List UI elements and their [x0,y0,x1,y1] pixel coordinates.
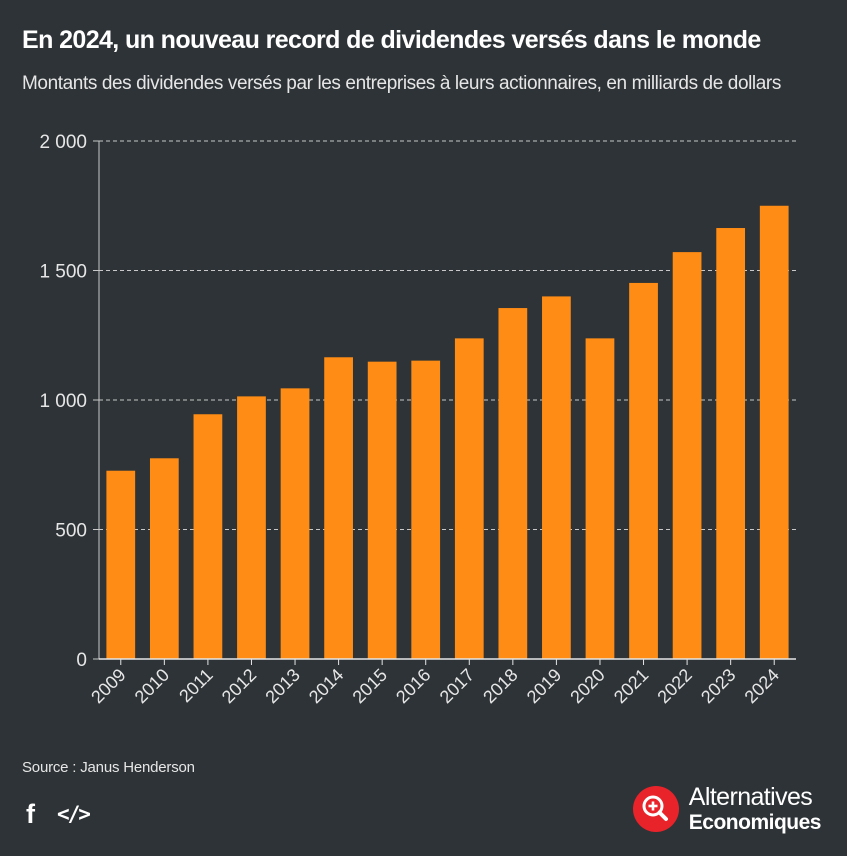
x-tick-label: 2022 [653,665,695,707]
x-tick-label: 2013 [261,665,303,707]
y-tick-label: 1 000 [39,391,87,412]
x-tick-label: 2010 [131,665,173,707]
embed-code-icon[interactable]: </> [57,802,91,826]
chart-subtitle: Montants des dividendes versés par les e… [22,73,781,94]
brand-name-line1: Alternatives [688,783,813,811]
magnifier-plus-icon [632,786,679,832]
facebook-icon[interactable]: f [26,799,35,829]
x-tick-label: 2009 [87,665,129,707]
x-tick-label: 2021 [610,665,652,707]
bar [629,282,658,659]
bar [585,338,615,659]
x-tick-label: 2024 [741,665,783,707]
bar [193,414,223,659]
source-note: Source : Janus Henderson [22,759,195,776]
chart-title: En 2024, un nouveau record de dividendes… [22,26,761,54]
bar [716,228,746,660]
y-tick-label: 1 500 [39,262,87,283]
x-tick-label: 2017 [436,665,478,707]
bar [498,308,528,659]
bar [237,396,266,659]
brand-name-line2: Economiques [688,811,822,834]
bar [367,361,397,659]
bar [542,296,571,659]
y-tick-label: 2 000 [39,132,87,153]
bar [106,470,136,659]
x-tick-label: 2020 [566,665,608,707]
x-tick-label: 2011 [175,665,217,707]
x-tick-label: 2016 [392,665,434,707]
x-tick-label: 2018 [479,665,521,707]
bar [149,458,179,659]
x-tick-label: 2014 [305,665,347,707]
x-tick-label: 2023 [697,665,739,707]
bar [411,360,441,659]
social-links: f </> [26,799,91,829]
bar [324,357,353,659]
x-tick-label: 2012 [218,665,260,707]
bar [454,338,484,659]
y-tick-label: 0 [76,650,87,671]
bar [280,388,310,659]
y-tick-label: 500 [55,521,87,542]
brand-logo[interactable]: Alternatives Economiques [632,783,822,834]
x-tick-label: 2015 [349,665,391,707]
x-tick-label: 2019 [523,665,565,707]
bar [672,252,702,659]
bar [759,205,789,659]
